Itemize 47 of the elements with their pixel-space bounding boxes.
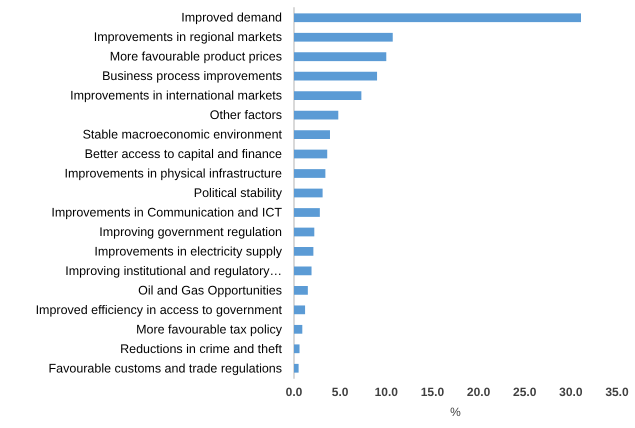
bar: [294, 266, 312, 276]
x-tick-label: 35.0: [605, 385, 629, 399]
y-tick-label: Better access to capital and finance: [84, 147, 282, 162]
y-tick-label: More favourable product prices: [110, 50, 282, 64]
bar: [294, 228, 314, 236]
bar: [294, 110, 338, 120]
bar: [294, 13, 582, 22]
y-tick-label: More favourable tax policy: [136, 322, 283, 336]
x-axis-title: %: [450, 405, 462, 419]
bar: [294, 72, 378, 81]
x-tick-label: 30.0: [559, 385, 583, 399]
y-tick-label: Improved efficiency in access to government: [36, 302, 283, 317]
x-tick-label: 20.0: [466, 385, 491, 399]
bar: [294, 364, 299, 373]
y-tick-label: Other factors: [210, 108, 282, 122]
y-tick-label: Oil and Gas Opportunities: [138, 283, 282, 298]
bar: [294, 32, 393, 42]
bar: [294, 324, 302, 334]
x-tick-label: 0.0: [286, 385, 303, 399]
y-tick-label: Improvements in regional markets: [94, 30, 282, 44]
bar: [294, 150, 328, 158]
bar: [294, 52, 386, 62]
y-tick-label: Reductions in crime and theft: [120, 342, 283, 356]
x-tick-label: 25.0: [513, 385, 537, 399]
y-tick-label: Political stability: [194, 186, 283, 200]
y-tick-label: Improving government regulation: [99, 224, 282, 239]
y-tick-label: Improved demand: [181, 10, 282, 25]
y-tick-label: Improvements in Communication and ICT: [51, 205, 282, 220]
bar: [294, 130, 330, 139]
bar: [294, 188, 323, 198]
y-tick-label: Improving institutional and regulatory…: [65, 264, 282, 278]
bar: [294, 91, 362, 100]
x-tick-label: 5.0: [332, 385, 349, 399]
x-tick-label: 10.0: [374, 385, 398, 399]
y-tick-label: Improvements in electricity supply: [94, 244, 283, 258]
bar: [294, 247, 314, 256]
bar: [294, 344, 300, 354]
bar: [294, 208, 320, 217]
bar: [294, 305, 306, 314]
y-tick-label: Improvements in international markets: [70, 88, 282, 103]
bar: [294, 286, 308, 295]
y-tick-label: Business process improvements: [102, 69, 282, 84]
x-tick-label: 15.0: [420, 385, 444, 399]
y-tick-label: Improvements in physical infrastructure: [64, 166, 282, 181]
bar: [294, 169, 326, 178]
y-tick-label: Stable macroeconomic environment: [82, 128, 283, 142]
y-tick-label: Favourable customs and trade regulations: [48, 361, 282, 376]
